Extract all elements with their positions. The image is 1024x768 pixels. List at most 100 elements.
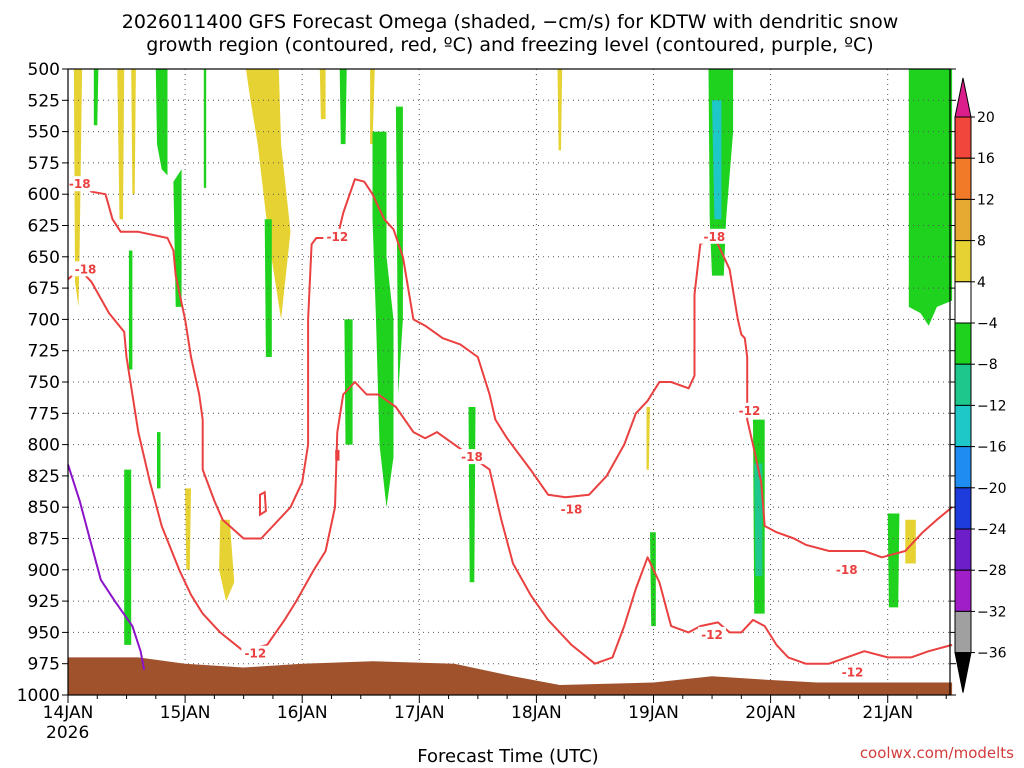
colorbar-box-bm16_m12 <box>954 404 972 448</box>
y-tick-label-750: 750 <box>28 373 60 393</box>
y-tick-label-675: 675 <box>28 279 60 299</box>
omega-region-18 <box>395 106 403 395</box>
contour-label-bg-8 <box>241 645 270 661</box>
colorbar-label-13: −36 <box>977 646 1007 662</box>
y-tick-label-775: 775 <box>28 404 60 424</box>
omega-region-22 <box>557 69 563 151</box>
colorbar: 20 16 12 8 4 −4 −8 −12 −16 −20 −24 −28 −32 −36 <box>954 77 1007 693</box>
colorbar-label-3: 8 <box>977 234 986 250</box>
contour-label-bg-0 <box>65 176 94 192</box>
terrain-fill <box>68 657 953 695</box>
contour-label-bg-6 <box>71 261 100 277</box>
colorbar-box-bm36_m32 <box>954 610 972 654</box>
omega-region-25 <box>712 100 722 220</box>
y-axis-ticks: 500 525 550 575 600 625 650 675 700 725 750 775 800 8… <box>17 60 956 706</box>
colorbar-box-b8_12 <box>954 198 972 242</box>
colorbar-label-5: −4 <box>977 316 998 332</box>
contour-label-6: -18 <box>75 262 97 276</box>
contour-label-2: -18 <box>704 230 726 244</box>
y-tick-label-1000: 1000 <box>17 686 60 706</box>
colorbar-box-b12_16 <box>954 157 972 200</box>
omega-region-23 <box>646 407 650 470</box>
contour-label-bg-2 <box>700 228 729 244</box>
freezing-line <box>67 464 146 671</box>
omega-region-14 <box>219 519 235 602</box>
footer-credit: coolwx.com/modelts <box>860 744 1014 762</box>
contour-label-5: -18 <box>836 563 858 577</box>
y-tick-label-725: 725 <box>28 342 60 362</box>
colorbar-label-8: −16 <box>977 440 1007 456</box>
colorbar-label-0: 20 <box>977 110 995 126</box>
x-tick-label-17jan: 17JAN <box>394 703 445 723</box>
omega-region-12 <box>370 69 375 145</box>
x-tick-label-20jan: 20JAN <box>745 703 796 723</box>
dgz-blob-0 <box>259 490 267 517</box>
x-tick-label-16jan: 16JAN <box>277 703 328 723</box>
y-tick-label-575: 575 <box>28 154 60 174</box>
colorbar-label-6: −8 <box>977 357 998 373</box>
omega-region-5 <box>203 69 207 188</box>
contour-label-bg-3 <box>735 402 764 418</box>
contour-label-4: -18 <box>561 503 583 517</box>
plot-area: -18 -12 -18 -12 -18 -18 -18 -18 -12 -12 -12 <box>65 68 953 696</box>
dgz-contour-0 <box>67 178 953 559</box>
x-tick-label-18jan: 18JAN <box>511 703 562 723</box>
contour-label-bg-1 <box>323 228 352 244</box>
y-tick-label-825: 825 <box>28 467 60 487</box>
colorbar-label-9: −20 <box>977 481 1007 497</box>
y-tick-label-700: 700 <box>28 310 60 330</box>
omega-region-28 <box>887 513 900 608</box>
freezing-level-contour <box>67 464 146 671</box>
colorbar-label-7: −12 <box>977 398 1007 414</box>
x-tick-label-21jan: 21JAN <box>862 703 913 723</box>
x-tick-label-14jan: 14JAN <box>43 703 94 723</box>
x-year-label: 2026 <box>46 723 89 743</box>
contour-label-9: -12 <box>701 628 723 642</box>
colorbar-label-4: 4 <box>977 275 986 291</box>
colorbar-box-bm28_m24 <box>954 528 972 571</box>
contour-label-1: -12 <box>326 230 348 244</box>
colorbar-top-arrow <box>954 77 972 118</box>
y-tick-label-900: 900 <box>28 561 60 581</box>
omega-region-27 <box>754 463 763 577</box>
y-tick-label-600: 600 <box>28 185 60 205</box>
colorbar-label-1: 16 <box>977 151 995 167</box>
colorbar-box-bm24_m20 <box>954 487 972 530</box>
y-tick-label-875: 875 <box>28 530 60 550</box>
contour-label-bg-5 <box>832 561 861 577</box>
colorbar-label-12: −32 <box>977 604 1007 620</box>
y-tick-label-650: 650 <box>28 248 60 268</box>
omega-region-9 <box>128 250 133 370</box>
contour-labels: -18 -12 -18 -12 -18 -18 -18 -18 -12 -12 -12 <box>65 176 867 680</box>
colorbar-box-b4_8 <box>954 240 972 283</box>
x-tick-label-19jan: 19JAN <box>628 703 679 723</box>
colorbar-box-bm8_m4 <box>954 322 972 365</box>
omega-region-29 <box>905 519 916 564</box>
omega-region-16 <box>339 69 347 145</box>
y-tick-label-500: 500 <box>28 60 60 80</box>
y-tick-label-850: 850 <box>28 498 60 518</box>
omega-region-1 <box>117 69 125 220</box>
colorbar-box-bm12_m8 <box>954 363 972 406</box>
y-tick-label-975: 975 <box>28 655 60 675</box>
omega-region-8 <box>157 432 161 489</box>
y-tick-label-625: 625 <box>28 217 60 237</box>
y-tick-label-525: 525 <box>28 91 60 111</box>
contour-label-bg-4 <box>557 501 586 517</box>
contour-label-8: -12 <box>245 647 267 661</box>
omega-region-20 <box>468 407 476 583</box>
omega-region-7 <box>124 469 132 645</box>
omega-region-4 <box>155 69 168 176</box>
x-axis-ticks: 14JAN 15JAN 16JAN 17JAN 18JAN 19JAN 20JAN 21JAN <box>43 695 947 723</box>
omega-region-11 <box>319 69 326 120</box>
chart-title-line2: growth region (contoured, red, ºC) and f… <box>146 34 873 56</box>
y-tick-label-950: 950 <box>28 623 60 643</box>
contour-label-0: -18 <box>69 177 91 191</box>
x-tick-label-15jan: 15JAN <box>160 703 211 723</box>
colorbar-label-11: −28 <box>977 563 1007 579</box>
contour-label-bg-7 <box>457 449 486 465</box>
y-tick-label-800: 800 <box>28 436 60 456</box>
terrain <box>68 657 953 695</box>
contour-label-10: -12 <box>842 665 864 679</box>
